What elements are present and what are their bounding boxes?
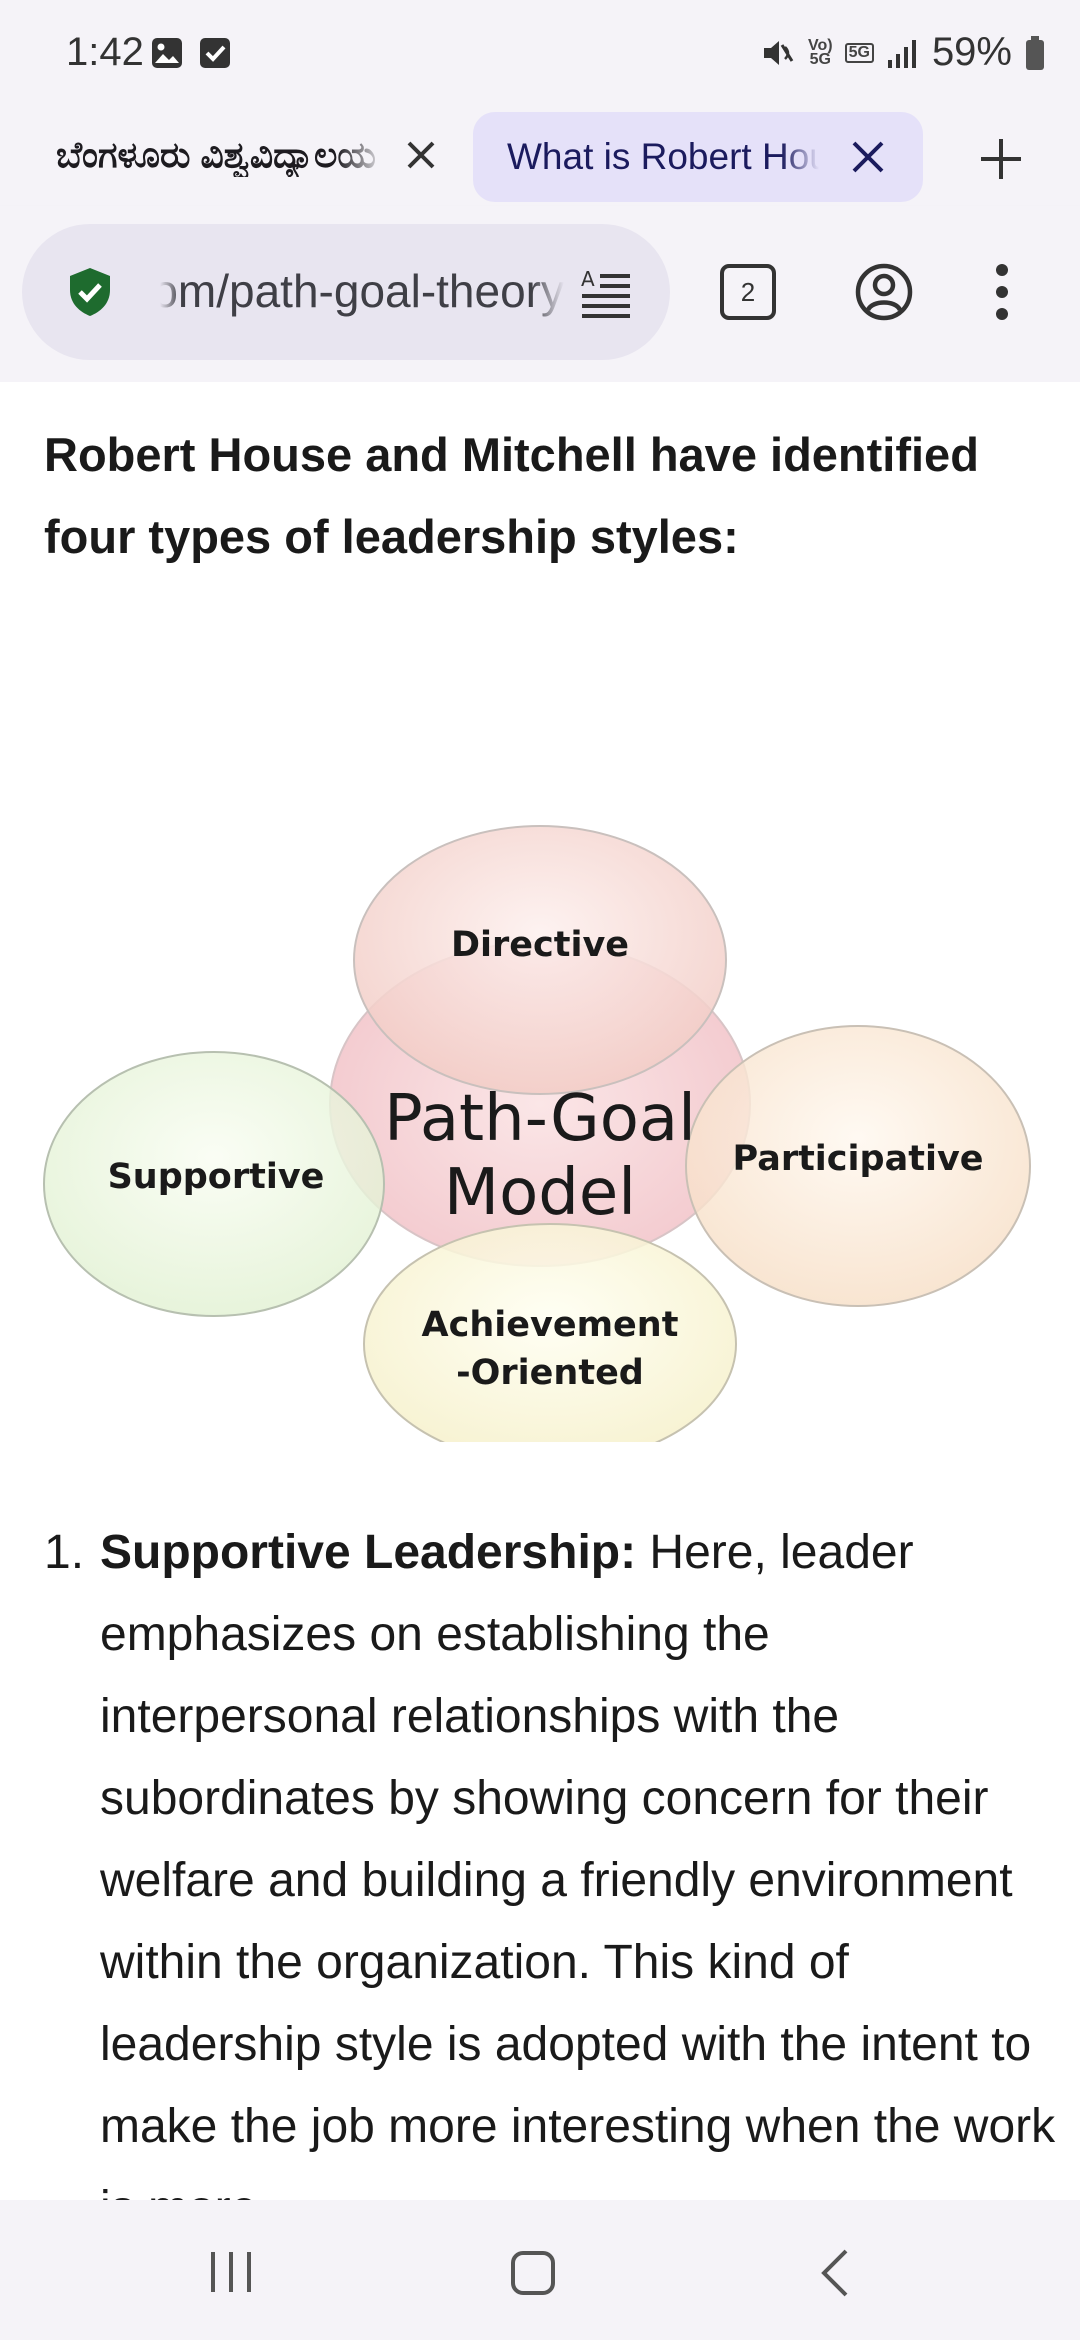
checkbox-notification-icon — [200, 38, 230, 68]
account-icon[interactable] — [854, 262, 914, 322]
directive-ellipse — [353, 825, 727, 1095]
article-heading: Robert House and Mitchell have identifie… — [44, 428, 979, 563]
network-type-indicator: 5G — [844, 42, 874, 63]
svg-text:A: A — [581, 267, 595, 291]
list-item: Supportive Leadership: Here, leader emph… — [100, 1512, 1060, 2200]
supportive-label: Supportive — [108, 1157, 325, 1197]
browser-toolbar: businessjargons.com/path-goal-theory A 2 — [0, 206, 1080, 382]
list-item-term: Supportive Leadership: — [100, 1526, 637, 1579]
tab-active[interactable]: What is Robert House — [473, 112, 923, 202]
reader-mode-icon[interactable]: A — [578, 264, 634, 320]
achievement-ellipse — [363, 1223, 737, 1442]
new-tab-icon[interactable] — [978, 136, 1024, 182]
tab-inactive[interactable]: ಬೆಂಗಳೂರು ವಿಶ್ವವಿದ್ಯಾಲಯ — [56, 120, 448, 190]
list-item-text: Here, leader emphasizes on establishing … — [100, 1526, 1056, 2200]
participative-ellipse — [685, 1025, 1031, 1307]
url-text[interactable]: businessjargons.com/path-goal-theory — [160, 265, 564, 317]
close-icon[interactable] — [401, 135, 441, 175]
notification-icons — [150, 36, 232, 70]
list-item-number: 1. — [44, 1526, 85, 1579]
participative-label: Participative — [732, 1139, 983, 1179]
back-icon[interactable] — [818, 2248, 852, 2298]
path-goal-diagram: Path-Goal Model Directive Supportive Par… — [43, 825, 1031, 1442]
web-content[interactable]: Robert House and Mitchell have identifie… — [0, 382, 1080, 2200]
recent-apps-icon[interactable] — [208, 2250, 254, 2294]
battery-percent: 59% — [931, 30, 1012, 74]
directive-label: Directive — [451, 925, 629, 965]
mute-icon — [764, 40, 794, 65]
supportive-ellipse — [43, 1051, 385, 1317]
achievement-label-line2: -Oriented — [456, 1353, 644, 1393]
tab-count: 2 — [740, 276, 756, 307]
system-status: Vo) 5G 5G 59% — [760, 30, 1046, 75]
tab-title: What is Robert House — [507, 136, 819, 177]
status-bar: 1:42 Vo) 5G 5G 59% — [0, 0, 1080, 110]
battery-icon — [1026, 35, 1044, 70]
address-bar[interactable]: businessjargons.com/path-goal-theory A — [22, 224, 670, 360]
home-icon[interactable] — [510, 2250, 556, 2296]
volte-indicator: Vo) 5G — [808, 36, 833, 68]
status-time: 1:42 — [66, 30, 144, 74]
tab-switcher-button[interactable]: 2 — [720, 264, 776, 320]
center-label-line2: Model — [444, 1156, 636, 1230]
more-options-icon[interactable] — [988, 262, 1016, 322]
achievement-label-line1: Achievement — [422, 1305, 679, 1345]
signal-strength-icon — [887, 39, 916, 68]
secure-shield-icon[interactable] — [66, 266, 114, 318]
tab-strip: ಬೆಂಗಳೂರು ವಿಶ್ವವಿದ್ಯಾಲಯ What is Robert Ho… — [0, 110, 1080, 206]
gallery-notification-icon — [152, 38, 182, 68]
center-label-line1: Path-Goal — [384, 1082, 696, 1156]
system-nav-bar — [0, 2200, 1080, 2340]
close-icon[interactable] — [848, 137, 888, 177]
tab-title: ಬೆಂಗಳೂರು ವಿಶ್ವವಿದ್ಯಾಲಯ — [56, 133, 376, 175]
